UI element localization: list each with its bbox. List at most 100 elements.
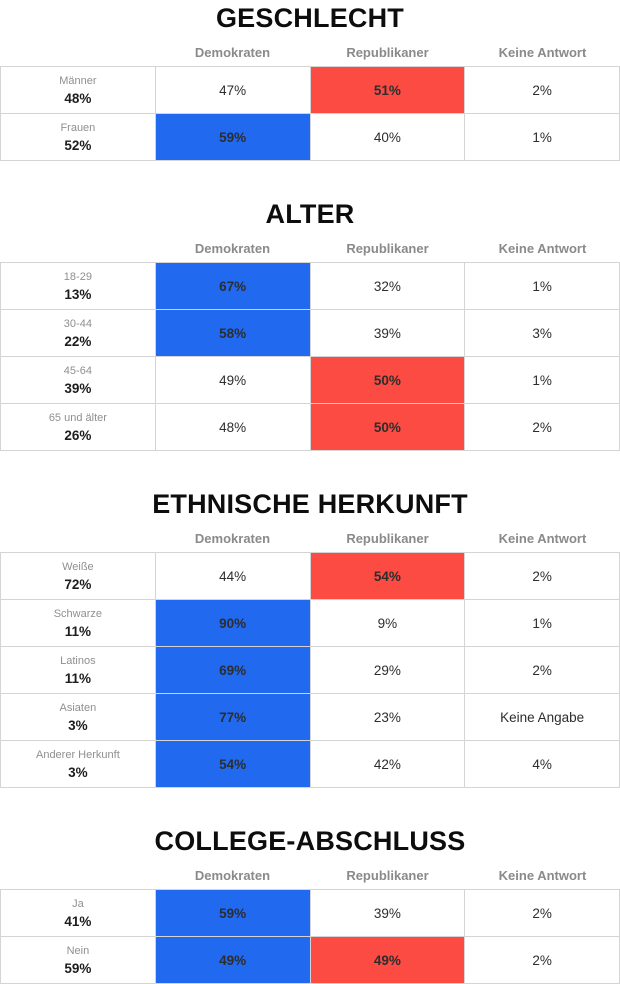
column-header-demokraten: Demokraten bbox=[194, 531, 271, 546]
row-share: 26% bbox=[64, 427, 92, 443]
column-header-keine-antwort: Keine Antwort bbox=[498, 868, 587, 883]
row-share: 22% bbox=[64, 333, 92, 349]
table-row: 45-64 39% 49% 50% 1% bbox=[0, 356, 620, 404]
column-headers: Demokraten Republikaner Keine Antwort bbox=[0, 868, 620, 883]
table-row: Latinos 11% 69% 29% 2% bbox=[0, 646, 620, 694]
democrat-value-cell: 69% bbox=[154, 646, 311, 694]
table-row: Ja 41% 59% 39% 2% bbox=[0, 889, 620, 937]
row-label: 45-64 bbox=[63, 364, 92, 377]
no-answer-value-cell: 1% bbox=[464, 356, 620, 404]
column-header-demokraten: Demokraten bbox=[194, 868, 271, 883]
table-row: 18-29 13% 67% 32% 1% bbox=[0, 262, 620, 310]
democrat-value-cell: 44% bbox=[154, 552, 311, 600]
no-answer-value-cell: 1% bbox=[464, 262, 620, 310]
no-answer-value-cell: Keine Angabe bbox=[464, 693, 620, 741]
republican-value-cell: 54% bbox=[309, 552, 466, 600]
column-header-republikaner: Republikaner bbox=[346, 531, 429, 546]
section-title: COLLEGE-ABSCHLUSS bbox=[154, 826, 466, 856]
row-header-cell: Schwarze 11% bbox=[0, 599, 156, 647]
row-header-cell: 30-44 22% bbox=[0, 309, 156, 357]
row-share: 11% bbox=[64, 670, 92, 686]
column-headers: Demokraten Republikaner Keine Antwort bbox=[0, 241, 620, 256]
table-row: 30-44 22% 58% 39% 3% bbox=[0, 309, 620, 357]
poll-table: Ja 41% 59% 39% 2% Nein 59% 49% 49% 2% bbox=[0, 889, 620, 984]
table-row: Anderer Herkunft 3% 54% 42% 4% bbox=[0, 740, 620, 788]
democrat-value-cell: 77% bbox=[154, 693, 311, 741]
row-share: 59% bbox=[64, 960, 92, 976]
democrat-value-cell: 67% bbox=[154, 262, 311, 310]
republican-value-cell: 9% bbox=[309, 599, 466, 647]
column-header-keine-antwort: Keine Antwort bbox=[498, 531, 587, 546]
column-headers: Demokraten Republikaner Keine Antwort bbox=[0, 531, 620, 546]
table-row: Frauen 52% 59% 40% 1% bbox=[0, 113, 620, 161]
table-row: Nein 59% 49% 49% 2% bbox=[0, 936, 620, 984]
row-share: 11% bbox=[64, 623, 92, 639]
no-answer-value-cell: 2% bbox=[464, 889, 620, 937]
democrat-value-cell: 49% bbox=[154, 936, 311, 984]
republican-value-cell: 50% bbox=[309, 403, 466, 451]
democrat-value-cell: 54% bbox=[154, 740, 311, 788]
row-header-cell: Anderer Herkunft 3% bbox=[0, 740, 156, 788]
row-header-cell: Nein 59% bbox=[0, 936, 156, 984]
table-row: Asiaten 3% 77% 23% Keine Angabe bbox=[0, 693, 620, 741]
column-headers: Demokraten Republikaner Keine Antwort bbox=[0, 45, 620, 60]
column-header-spacer bbox=[0, 45, 155, 60]
table-row: 65 und älter 26% 48% 50% 2% bbox=[0, 403, 620, 451]
republican-value-cell: 39% bbox=[309, 309, 466, 357]
row-header-cell: Latinos 11% bbox=[0, 646, 156, 694]
column-header-spacer bbox=[0, 868, 155, 883]
republican-value-cell: 51% bbox=[309, 66, 466, 114]
democrat-value-cell: 90% bbox=[154, 599, 311, 647]
democrat-value-cell: 49% bbox=[154, 356, 311, 404]
row-label: Ja bbox=[72, 897, 84, 910]
section-college-abschluss: COLLEGE-ABSCHLUSS Demokraten Republikane… bbox=[0, 823, 620, 984]
column-header-republikaner: Republikaner bbox=[346, 241, 429, 256]
no-answer-value-cell: 2% bbox=[464, 66, 620, 114]
row-share: 52% bbox=[64, 137, 92, 153]
row-share: 3% bbox=[68, 717, 88, 733]
row-header-cell: 65 und älter 26% bbox=[0, 403, 156, 451]
row-header-cell: Weiße 72% bbox=[0, 552, 156, 600]
row-label: Anderer Herkunft bbox=[35, 748, 120, 761]
row-label: Männer bbox=[59, 74, 97, 87]
democrat-value-cell: 59% bbox=[154, 889, 311, 937]
row-share: 48% bbox=[64, 90, 92, 106]
no-answer-value-cell: 1% bbox=[464, 113, 620, 161]
poll-table: Männer 48% 47% 51% 2% Frauen 52% 59% 40%… bbox=[0, 66, 620, 161]
section-geschlecht: GESCHLECHT Demokraten Republikaner Keine… bbox=[0, 0, 620, 161]
row-header-cell: 45-64 39% bbox=[0, 356, 156, 404]
column-header-keine-antwort: Keine Antwort bbox=[498, 241, 587, 256]
republican-value-cell: 32% bbox=[309, 262, 466, 310]
row-share: 13% bbox=[64, 286, 92, 302]
table-row: Schwarze 11% 90% 9% 1% bbox=[0, 599, 620, 647]
republican-value-cell: 39% bbox=[309, 889, 466, 937]
no-answer-value-cell: 3% bbox=[464, 309, 620, 357]
no-answer-value-cell: 2% bbox=[464, 552, 620, 600]
row-label: Asiaten bbox=[59, 701, 97, 714]
column-header-demokraten: Demokraten bbox=[194, 45, 271, 60]
column-header-spacer bbox=[0, 531, 155, 546]
row-label: 65 und älter bbox=[48, 411, 107, 424]
row-share: 39% bbox=[64, 380, 92, 396]
section-title: ALTER bbox=[265, 199, 355, 229]
row-header-cell: Frauen 52% bbox=[0, 113, 156, 161]
section-ethnische-herkunft: ETHNISCHE HERKUNFT Demokraten Republikan… bbox=[0, 486, 620, 788]
row-share: 3% bbox=[68, 764, 88, 780]
row-header-cell: Ja 41% bbox=[0, 889, 156, 937]
column-header-republikaner: Republikaner bbox=[346, 868, 429, 883]
table-row: Weiße 72% 44% 54% 2% bbox=[0, 552, 620, 600]
poll-table: 18-29 13% 67% 32% 1% 30-44 22% 58% 39% 3… bbox=[0, 262, 620, 451]
poll-table: Weiße 72% 44% 54% 2% Schwarze 11% 90% 9%… bbox=[0, 552, 620, 788]
row-header-cell: Asiaten 3% bbox=[0, 693, 156, 741]
no-answer-value-cell: 2% bbox=[464, 403, 620, 451]
section-title: GESCHLECHT bbox=[215, 3, 404, 33]
row-label: 18-29 bbox=[63, 270, 92, 283]
democrat-value-cell: 59% bbox=[154, 113, 311, 161]
table-row: Männer 48% 47% 51% 2% bbox=[0, 66, 620, 114]
row-share: 72% bbox=[64, 576, 92, 592]
row-header-cell: Männer 48% bbox=[0, 66, 156, 114]
row-label: Frauen bbox=[60, 121, 96, 134]
no-answer-value-cell: 2% bbox=[464, 646, 620, 694]
democrat-value-cell: 58% bbox=[154, 309, 311, 357]
republican-value-cell: 23% bbox=[309, 693, 466, 741]
